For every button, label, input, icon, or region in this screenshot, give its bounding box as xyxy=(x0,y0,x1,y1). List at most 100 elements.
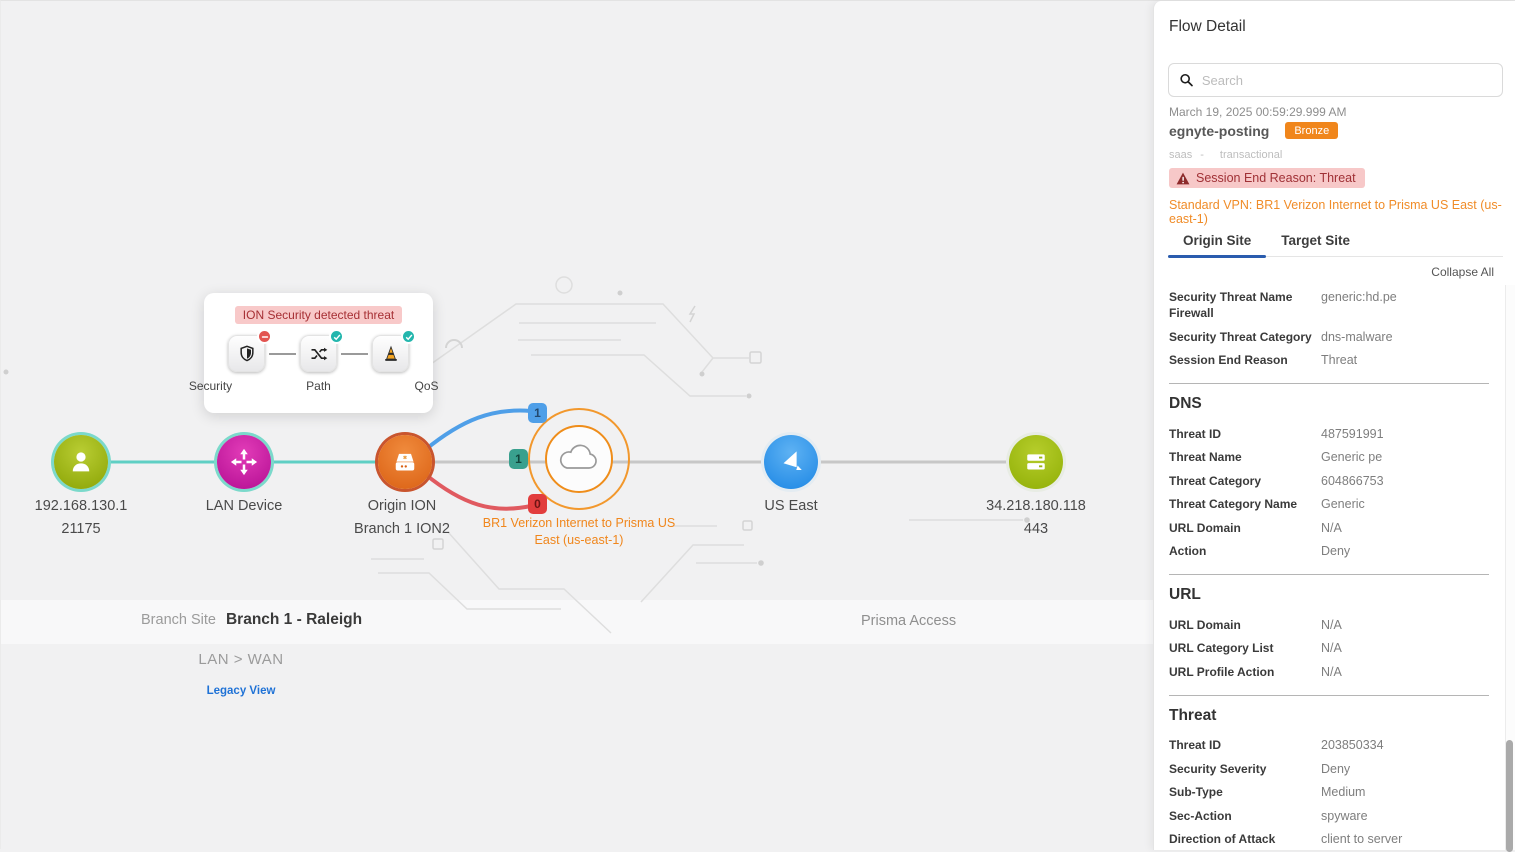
detail-value: 604866753 xyxy=(1321,473,1384,488)
detail-label: Threat ID xyxy=(1169,738,1222,752)
priority-badge: Bronze xyxy=(1285,122,1339,139)
vpn-path-text: Standard VPN: BR1 Verizon Internet to Pr… xyxy=(1169,198,1502,226)
detail-label: Security Threat Name Firewall xyxy=(1169,289,1293,321)
detail-scroll-area[interactable]: Security Threat Name Firewall generic:hd.… xyxy=(1169,285,1497,850)
tooltip-connector xyxy=(341,352,368,355)
detail-row: Threat Category 604866753 xyxy=(1169,469,1497,493)
detail-label: Security Severity xyxy=(1169,761,1267,776)
detail-label: URL Domain xyxy=(1169,617,1241,632)
shield-icon xyxy=(239,345,254,361)
detail-label: URL Domain xyxy=(1169,520,1241,535)
path-count-badge-blue: 1 xyxy=(528,403,547,423)
tooltip-connector xyxy=(269,352,296,355)
detail-value: 487591991 xyxy=(1321,426,1384,441)
detail-value: Deny xyxy=(1321,544,1351,558)
node-label-source: 192.168.130.1 21175 xyxy=(34,498,128,537)
ion-security-tooltip: ION Security detected threat xyxy=(189,293,439,413)
section-title: Threat xyxy=(1169,706,1217,724)
scrollbar-track[interactable] xyxy=(1505,285,1515,852)
move-arrows-icon xyxy=(230,448,258,476)
detail-label: Direction of Attack xyxy=(1169,832,1276,846)
search-box[interactable] xyxy=(1168,63,1503,97)
search-input[interactable] xyxy=(1201,72,1492,88)
user-icon xyxy=(72,452,90,472)
server-icon xyxy=(1027,454,1045,470)
prisma-access-caption: Prisma Access xyxy=(861,613,957,629)
node-source-host[interactable] xyxy=(54,435,108,489)
path-count-badge-red: 0 xyxy=(528,494,547,514)
detail-row: Security Threat Category dns-malware xyxy=(1169,325,1497,349)
detail-value: Medium xyxy=(1321,785,1366,799)
node-label-server: 34.218.180.118 443 xyxy=(986,498,1086,537)
detail-row: URL Profile Action N/A xyxy=(1169,660,1497,684)
app-subtitle: saas - transactional xyxy=(1169,149,1283,161)
section-divider xyxy=(1169,694,1489,696)
tab-target-site[interactable]: Target Site xyxy=(1281,233,1351,248)
node-label-lan: LAN Device xyxy=(205,498,283,514)
tooltip-item-label: QoS xyxy=(414,379,439,393)
flow-detail-panel: Flow Detail March 19, 2025 00:59:29.999 … xyxy=(1153,1,1515,852)
app-name: egnyte-posting xyxy=(1169,122,1270,139)
path-blue-curve xyxy=(423,408,532,452)
section-title: URL xyxy=(1169,586,1201,603)
detail-value: 203850334 xyxy=(1321,738,1384,752)
detail-row: Sub-Type Medium xyxy=(1169,781,1497,805)
warning-icon xyxy=(1176,172,1190,184)
detail-value: Generic xyxy=(1321,497,1365,511)
detail-row: Threat Category Name Generic xyxy=(1169,493,1497,517)
detail-value: client to server xyxy=(1321,832,1403,846)
collapse-all-link[interactable]: Collapse All xyxy=(1431,265,1494,279)
detail-value: Deny xyxy=(1321,761,1351,776)
check-badge-icon xyxy=(329,329,344,344)
node-dest-server[interactable] xyxy=(1009,435,1063,489)
security-check-button[interactable] xyxy=(228,329,272,372)
shuffle-icon xyxy=(311,347,327,360)
tab-origin-site[interactable]: Origin Site xyxy=(1168,229,1267,258)
topology-canvas: BR1 Verizon Internet to Prisma US East (… xyxy=(1,1,1153,850)
path-count-badge-teal: 1 xyxy=(509,449,528,469)
detail-value: Threat xyxy=(1321,353,1358,367)
detail-row: Action Deny xyxy=(1169,540,1497,564)
detail-row: Threat Name Generic pe xyxy=(1169,446,1497,470)
check-badge-icon xyxy=(401,329,416,344)
detail-value: Generic pe xyxy=(1321,450,1383,464)
path-check-button[interactable] xyxy=(300,329,344,372)
detail-row: Security Severity Deny xyxy=(1169,757,1497,781)
detail-label: Session End Reason xyxy=(1169,353,1288,367)
node-label-ion: Origin ION Branch 1 ION2 xyxy=(354,498,450,537)
qos-check-button[interactable] xyxy=(372,329,416,372)
tooltip-item-label: Security xyxy=(188,379,233,393)
detail-row: URL Category List N/A xyxy=(1169,637,1497,661)
detail-value: N/A xyxy=(1321,641,1342,655)
section-title: DNS xyxy=(1169,395,1202,412)
detail-value: spyware xyxy=(1321,808,1368,823)
detail-value: N/A xyxy=(1321,617,1342,632)
detail-label: Threat Name xyxy=(1169,450,1242,464)
detail-label: Threat Category xyxy=(1169,473,1262,488)
scrollbar-thumb[interactable] xyxy=(1506,740,1513,852)
panel-title: Flow Detail xyxy=(1169,18,1246,35)
node-prisma-us-east[interactable] xyxy=(764,435,818,489)
detail-label: URL Profile Action xyxy=(1169,664,1275,679)
detail-value: N/A xyxy=(1321,664,1342,679)
legacy-view-link[interactable]: Legacy View xyxy=(206,685,276,697)
detail-label: Threat Category Name xyxy=(1169,497,1298,511)
session-end-alert: Session End Reason: Threat xyxy=(1169,168,1365,188)
site-type-label: Branch Site xyxy=(141,612,216,628)
detail-row: Threat ID 203850334 xyxy=(1169,734,1497,758)
node-lan-device[interactable] xyxy=(217,435,271,489)
node-origin-ion[interactable] xyxy=(378,435,432,489)
detail-label: Sec-Action xyxy=(1169,808,1232,823)
vpn-cloud-node[interactable] xyxy=(545,425,613,493)
detail-row: Session End Reason Threat xyxy=(1169,349,1497,373)
site-name-label: Branch 1 - Raleigh xyxy=(225,611,363,628)
detail-label: Threat ID xyxy=(1169,426,1222,441)
detail-row: Security Threat Name Firewall generic:hd.… xyxy=(1169,285,1497,325)
detail-row: URL Domain N/A xyxy=(1169,516,1497,540)
detail-row: Threat ID 487591991 xyxy=(1169,422,1497,446)
detail-row: Direction of Attack client to server xyxy=(1169,828,1497,851)
section-divider xyxy=(1169,574,1489,575)
detail-label: URL Category List xyxy=(1169,641,1274,655)
detail-value: N/A xyxy=(1321,520,1342,535)
tooltip-item-label: Path xyxy=(306,379,331,393)
